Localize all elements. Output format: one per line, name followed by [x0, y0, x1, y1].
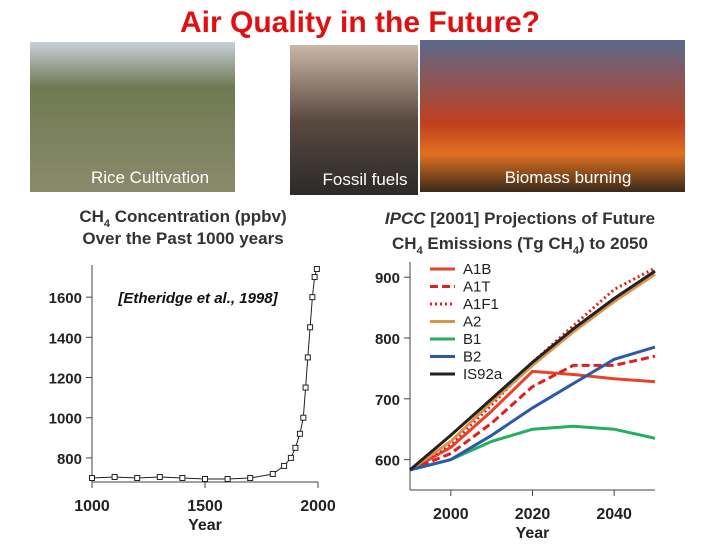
data-point	[307, 324, 314, 331]
y-tick-label: 900	[375, 270, 400, 287]
chart-title: IPCC [2001] Projections of Future	[385, 209, 655, 228]
title-part: 4	[104, 218, 111, 230]
data-point	[179, 474, 186, 481]
data-point	[224, 475, 231, 482]
data-point	[202, 475, 208, 482]
photo-caption: Biomass burning	[505, 168, 632, 187]
legend-label: A1T	[463, 279, 491, 296]
data-point	[247, 474, 254, 481]
data-point	[309, 294, 316, 301]
photo	[30, 42, 235, 192]
photo	[420, 40, 685, 192]
data-point	[269, 470, 276, 477]
y-tick-label: 700	[375, 392, 400, 409]
photo-caption: Rice Cultivation	[91, 168, 209, 187]
data-point	[313, 266, 320, 273]
data-point	[287, 454, 294, 461]
title-part: 4	[573, 245, 580, 257]
x-tick-label: 2040	[596, 506, 632, 523]
data-point	[111, 473, 118, 480]
series-line	[409, 369, 656, 472]
chart-subtitle: Over the Past 1000 years	[82, 229, 283, 248]
title-part: [2001] Projections of Future	[426, 209, 656, 228]
x-tick-label: 2000	[433, 506, 469, 523]
title-part: 4	[417, 245, 424, 257]
x-tick-label: 2020	[515, 506, 551, 523]
data-point	[281, 462, 288, 469]
data-point	[302, 384, 309, 391]
photo	[290, 45, 418, 195]
y-tick-label: 800	[57, 451, 82, 468]
slide-title: Air Quality in the Future?	[180, 6, 540, 39]
y-tick-label: 1000	[49, 411, 82, 428]
x-axis-label: Year	[516, 525, 550, 540]
data-point	[311, 274, 318, 281]
photo-caption: Fossil fuels	[322, 170, 407, 189]
legend-label: IS92a	[463, 366, 503, 383]
legend-label: A2	[463, 314, 481, 331]
title-part: ) to 2050	[579, 234, 648, 253]
x-tick-label: 1000	[74, 498, 110, 515]
title-part: CH	[79, 207, 104, 226]
title-part: Concentration (ppbv)	[110, 207, 287, 226]
legend-label: A1F1	[463, 296, 499, 313]
data-point	[156, 473, 163, 480]
series-line	[91, 268, 318, 480]
title-part: IPCC	[385, 209, 426, 228]
y-tick-label: 800	[375, 331, 400, 348]
x-tick-label: 2000	[300, 498, 336, 515]
legend-label: B2	[463, 349, 481, 366]
data-point	[296, 430, 303, 437]
x-axis-label: Year	[188, 517, 222, 534]
x-tick-label: 1500	[187, 498, 223, 515]
chart-title: CH4 Concentration (ppbv)	[79, 207, 286, 230]
data-point	[300, 414, 307, 421]
series-line	[409, 272, 656, 472]
data-point	[304, 354, 311, 361]
y-tick-label: 600	[375, 453, 400, 470]
y-tick-label: 1600	[49, 290, 82, 307]
title-part: CH	[392, 234, 417, 253]
chart-title: CH4 Emissions (Tg CH4) to 2050	[392, 234, 648, 257]
y-tick-label: 1200	[49, 371, 82, 388]
series-line	[409, 354, 656, 472]
data-point	[134, 474, 141, 481]
y-tick-label: 1400	[49, 330, 82, 347]
series-line	[409, 269, 656, 472]
legend-label: B1	[463, 331, 481, 348]
legend-label: A1B	[463, 261, 491, 278]
title-part: Emissions (Tg CH	[423, 234, 573, 253]
data-point	[292, 444, 299, 451]
annotation: [Etheridge et al., 1998]	[117, 290, 278, 307]
data-point	[89, 474, 95, 481]
series-line	[409, 345, 656, 472]
